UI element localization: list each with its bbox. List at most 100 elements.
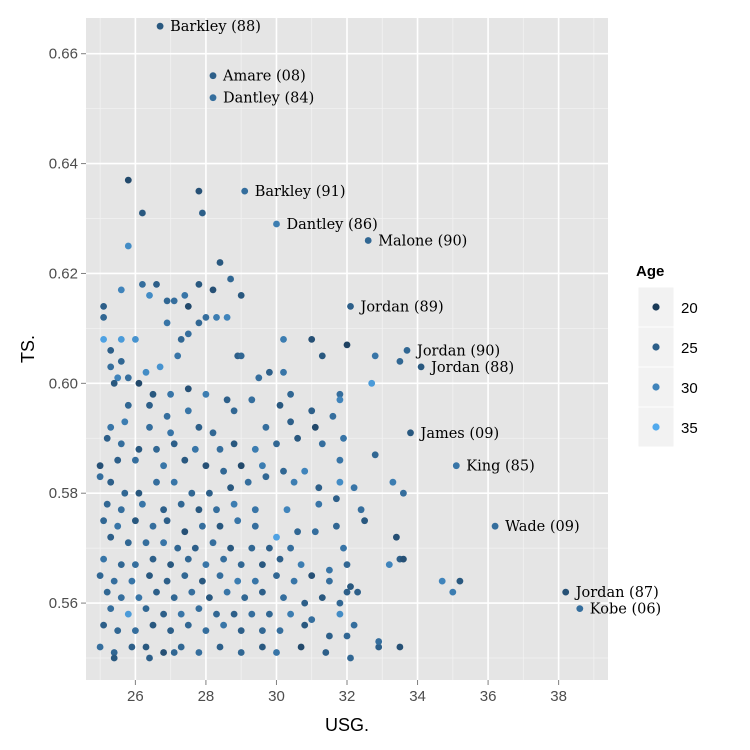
data-point [107, 478, 115, 486]
data-point [188, 588, 196, 596]
data-point [114, 627, 122, 634]
x-axis-ticks: 26 28 30 32 34 36 38 [127, 680, 567, 705]
data-point [290, 577, 298, 585]
data-point [213, 314, 220, 321]
data-point [128, 643, 136, 651]
data-point [248, 610, 256, 618]
data-point [368, 379, 376, 387]
point-annotation-label: Jordan (89) [359, 299, 444, 315]
y-tick-label: 0.66 [49, 46, 78, 63]
data-point [400, 555, 407, 563]
data-point [149, 390, 157, 398]
data-point [237, 627, 245, 634]
data-point [156, 22, 164, 30]
x-tick-label: 28 [198, 688, 215, 705]
data-point [181, 572, 189, 579]
data-point [160, 539, 168, 547]
data-point [202, 390, 210, 398]
data-point [273, 649, 280, 656]
data-point [347, 583, 354, 590]
data-point [114, 374, 122, 382]
data-point [262, 423, 270, 431]
data-point [132, 517, 139, 525]
data-point [160, 462, 168, 470]
data-point [315, 500, 323, 508]
data-point [117, 286, 125, 294]
data-point [290, 478, 298, 486]
x-tick-label: 36 [480, 688, 497, 705]
data-point [336, 390, 344, 398]
data-point [220, 555, 228, 563]
data-point [266, 544, 273, 552]
data-point [230, 500, 238, 508]
data-point [280, 467, 287, 475]
data-point [146, 292, 153, 299]
data-point [287, 390, 294, 398]
data-point [283, 506, 291, 514]
data-point [167, 429, 175, 437]
data-point [117, 336, 125, 343]
data-points [96, 22, 584, 662]
data-point [227, 484, 235, 492]
data-point [174, 352, 182, 360]
data-point [280, 336, 287, 343]
data-point [438, 577, 446, 585]
data-point [237, 462, 245, 470]
data-point [100, 314, 107, 321]
data-point [259, 627, 266, 634]
data-point [117, 440, 125, 448]
data-point [403, 347, 411, 354]
data-point [96, 572, 104, 579]
data-point [209, 429, 217, 437]
data-point [276, 401, 284, 409]
data-point [315, 484, 323, 492]
data-point [163, 577, 171, 585]
data-point [96, 462, 104, 470]
data-point [340, 544, 347, 552]
data-point [160, 506, 168, 514]
point-annotation-label: Malone (90) [378, 234, 467, 250]
data-point [371, 352, 379, 360]
data-point [393, 533, 400, 541]
data-point [248, 544, 256, 552]
data-point [287, 610, 294, 618]
y-axis-title: TS. [18, 335, 38, 363]
y-axis-ticks: 0.56 0.58 0.60 0.62 0.64 0.66 [49, 46, 86, 612]
data-point [326, 566, 333, 574]
data-point [107, 605, 115, 612]
data-point [311, 423, 319, 431]
data-point [114, 456, 122, 464]
point-annotation-label: Amare (08) [222, 69, 306, 85]
data-point [336, 396, 344, 404]
data-point [135, 594, 143, 601]
data-point [181, 528, 189, 536]
data-point [251, 522, 259, 530]
data-point [135, 445, 143, 453]
data-point [153, 445, 160, 453]
data-point [191, 445, 199, 453]
data-point [199, 522, 206, 530]
data-point [124, 539, 132, 547]
data-point [188, 489, 196, 497]
data-point [375, 638, 383, 645]
data-point [181, 456, 189, 464]
data-point [326, 632, 333, 640]
data-point [170, 297, 178, 305]
data-point [181, 292, 189, 299]
x-tick-label: 30 [268, 688, 285, 705]
data-point [184, 555, 192, 563]
data-point [449, 588, 457, 596]
point-annotation-label: Barkley (88) [170, 19, 261, 35]
data-point [266, 610, 273, 618]
data-point [184, 303, 192, 310]
data-point [343, 588, 351, 596]
data-point [227, 275, 235, 283]
data-point [400, 489, 407, 497]
point-annotation-label: Dantley (86) [287, 217, 378, 233]
data-point [195, 423, 203, 431]
data-point [216, 522, 224, 530]
data-point [100, 621, 107, 629]
data-point [343, 632, 351, 640]
data-point [216, 259, 224, 266]
